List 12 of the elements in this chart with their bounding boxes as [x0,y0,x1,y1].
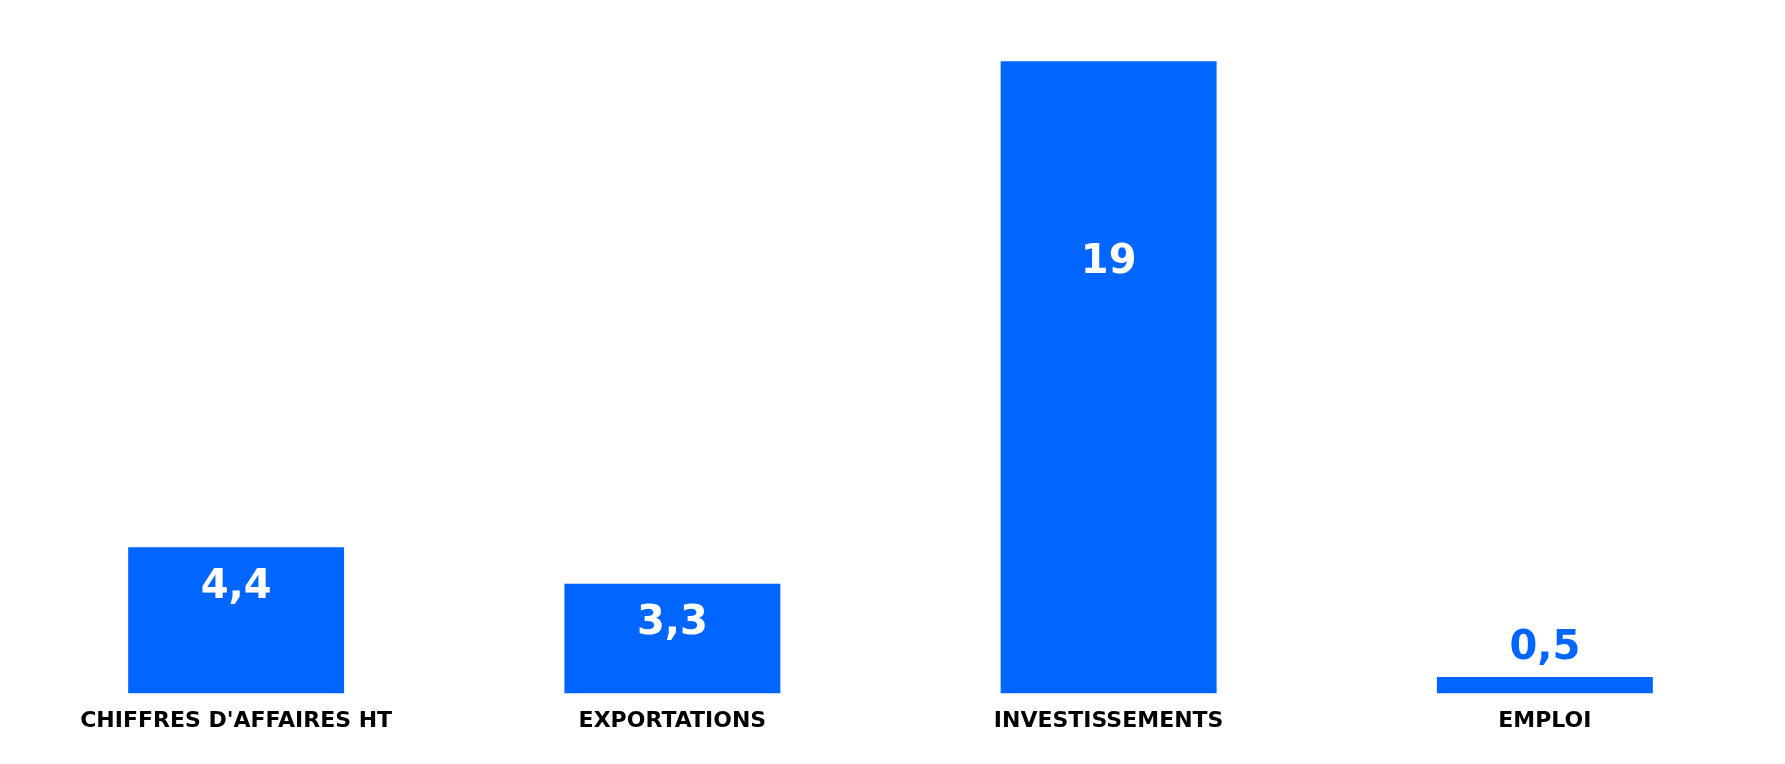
x-tick-label: EMPLOI [1498,706,1592,732]
x-tick-label: EXPORTATIONS [578,706,767,732]
bar [564,583,781,694]
x-tick-label: INVESTISSEMENTS [993,706,1224,732]
x-tick-label: CHIFFRES D'AFFAIRES HT [80,706,393,732]
bar [128,547,345,694]
data-label: 3,3 [636,597,708,644]
data-label: 4,4 [200,560,272,607]
bar [1436,676,1653,694]
data-label: 19 [1080,235,1137,282]
data-label: 0,5 [1509,622,1581,669]
bar [1000,61,1217,694]
